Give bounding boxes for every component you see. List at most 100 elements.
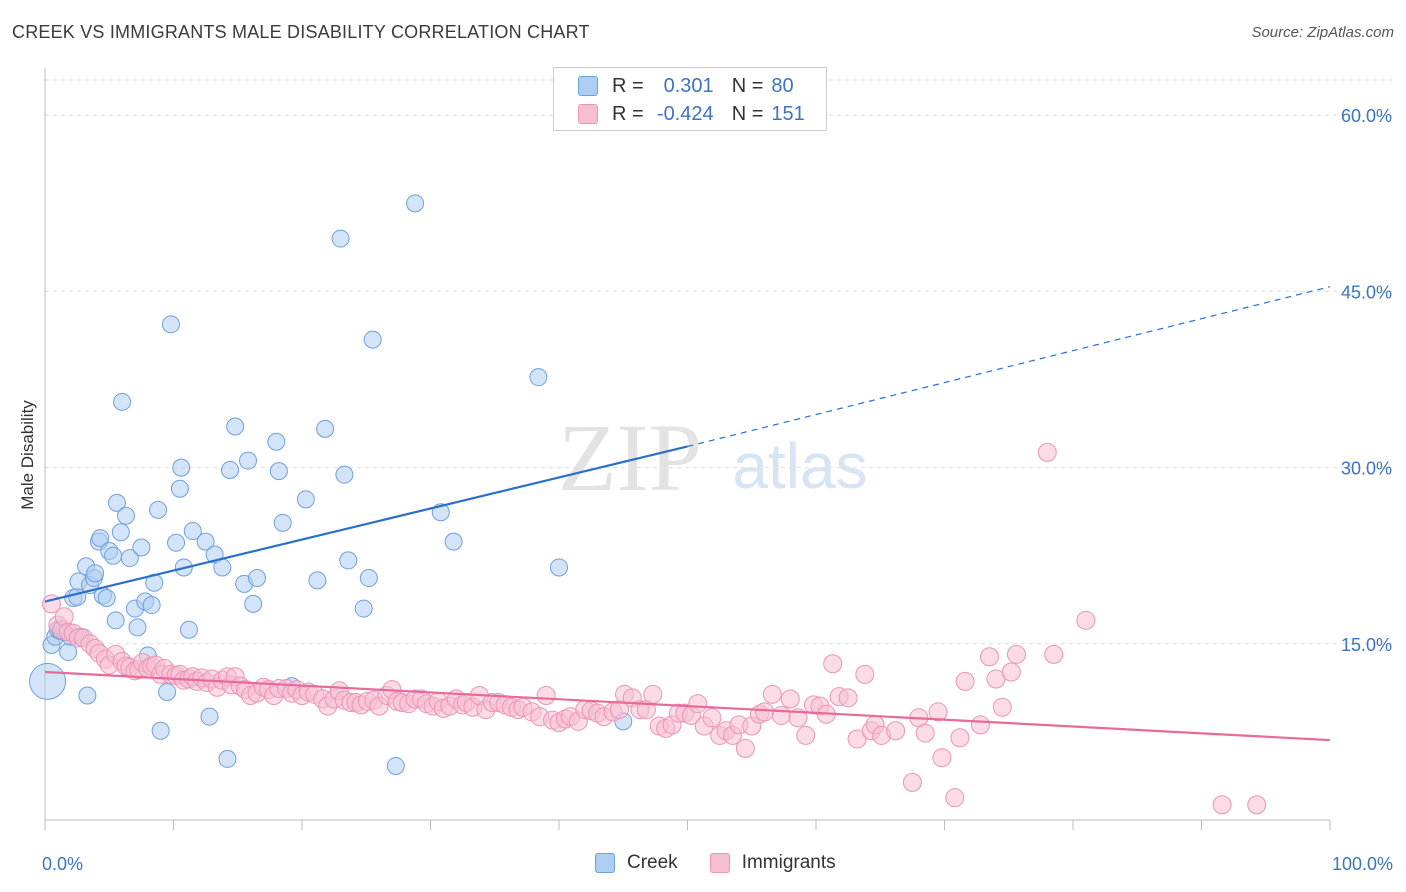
creek-point	[296, 490, 315, 509]
creek-point	[183, 522, 202, 541]
immigrants-point	[780, 689, 800, 709]
creek-point	[167, 533, 186, 552]
creek-r-label: R =	[612, 74, 644, 97]
creek-point	[444, 532, 463, 551]
immigrants-r-value: -0.424	[656, 102, 714, 125]
immigrants-point	[735, 738, 755, 758]
creek-point	[132, 538, 151, 557]
immigrants-point	[755, 702, 775, 722]
creek-point	[213, 558, 232, 577]
creek-point	[78, 686, 97, 705]
immigrants-n-value: 151	[771, 102, 805, 125]
watermark-atlas: atlas	[732, 430, 867, 502]
immigrants-n-label: N =	[731, 102, 764, 125]
source-label: Source: ZipAtlas.com	[1251, 24, 1394, 41]
immigrants-point	[838, 688, 858, 708]
tick-labels: 15.0% 30.0% 45.0% 60.0% 0.0% 100.0%	[42, 106, 1393, 874]
creek-point	[244, 594, 263, 613]
immigrants-point	[950, 728, 970, 748]
creek-point	[226, 417, 245, 436]
creek-trend-line	[44, 445, 688, 603]
immigrants-r-label: R =	[612, 102, 644, 125]
creek-point	[218, 749, 237, 768]
immigrants-point	[915, 723, 935, 743]
creek-point	[86, 564, 105, 583]
immigrants-point	[688, 694, 708, 714]
immigrants-point	[1044, 644, 1064, 664]
immigrants-point	[970, 715, 990, 735]
immigrants-point	[928, 702, 948, 722]
creek-point	[529, 368, 548, 387]
immigrants-legend-label: Immigrants	[741, 852, 836, 873]
creek-point	[248, 569, 267, 588]
creek-point	[354, 599, 373, 618]
series-legend: Creek Immigrants	[595, 852, 868, 874]
creek-point	[149, 500, 168, 519]
creek-point	[316, 419, 335, 438]
immigrants-point	[1247, 795, 1267, 815]
immigrants-trend-line	[44, 670, 1331, 742]
immigrants-point	[992, 697, 1012, 717]
y-tick-label: 30.0%	[1341, 459, 1392, 479]
immigrants-point	[945, 788, 965, 808]
creek-point	[107, 493, 126, 512]
immigrants-point	[986, 669, 1006, 689]
immigrants-point	[788, 708, 808, 728]
creek-r-value: 0.301	[663, 74, 714, 97]
creek-point	[221, 460, 240, 479]
immigrants-point	[955, 671, 975, 691]
creek-legend-swatch	[595, 853, 615, 873]
watermark-zip: ZIP	[558, 404, 702, 511]
correlation-legend: R = 0.301 N = 80 R = -0.424 N = 151	[553, 67, 827, 131]
immigrants-point	[1037, 442, 1057, 462]
creek-point	[97, 589, 116, 607]
immigrants-point	[823, 654, 843, 674]
creek-point	[91, 529, 110, 548]
gridlines	[45, 79, 1392, 645]
x-tick-label-max: 100.0%	[1332, 854, 1393, 874]
immigrants-point	[932, 748, 952, 768]
y-tick-label: 45.0%	[1341, 282, 1392, 302]
legend-item-immigrants[interactable]: Immigrants	[709, 852, 836, 874]
chart-title: CREEK VS IMMIGRANTS MALE DISABILITY CORR…	[12, 22, 590, 42]
immigrants-point	[1076, 610, 1096, 630]
creek-point	[68, 587, 87, 606]
creek-point	[179, 620, 198, 639]
creek-point	[172, 458, 191, 477]
creek-point	[273, 513, 292, 532]
creek-point	[269, 462, 288, 481]
creek-point	[161, 315, 180, 334]
creek-point	[406, 194, 425, 213]
creek-point	[116, 506, 135, 525]
creek-n-value: 80	[771, 74, 794, 97]
x-tick-label-min: 0.0%	[42, 854, 83, 874]
y-tick-label: 60.0%	[1341, 106, 1392, 126]
immigrants-point	[1001, 662, 1021, 682]
creek-point	[550, 558, 568, 577]
creek-series	[29, 194, 633, 775]
creek-point	[386, 756, 405, 775]
y-tick-label: 15.0%	[1341, 635, 1392, 655]
immigrants-point	[536, 685, 556, 705]
creek-point	[359, 569, 378, 588]
creek-point	[151, 721, 170, 740]
immigrants-point	[855, 664, 875, 684]
creek-point	[113, 392, 132, 411]
trend-lines	[44, 286, 1331, 742]
creek-point	[106, 611, 125, 630]
creek-point	[128, 618, 147, 637]
creek-point	[29, 662, 67, 700]
creek-point	[120, 549, 139, 568]
legend-item-creek[interactable]: Creek	[595, 852, 678, 874]
immigrants-point	[847, 729, 867, 749]
legend-row-immigrants: R = -0.424 N = 151	[554, 100, 805, 128]
creek-trend-extension	[687, 286, 1331, 448]
immigrants-point	[902, 772, 922, 792]
creek-n-label: N =	[731, 74, 764, 97]
creek-point	[170, 479, 189, 498]
creek-point	[339, 551, 358, 570]
creek-point	[196, 532, 215, 551]
creek-point	[200, 707, 219, 726]
creek-point	[111, 523, 130, 542]
immigrants-point	[643, 684, 663, 704]
